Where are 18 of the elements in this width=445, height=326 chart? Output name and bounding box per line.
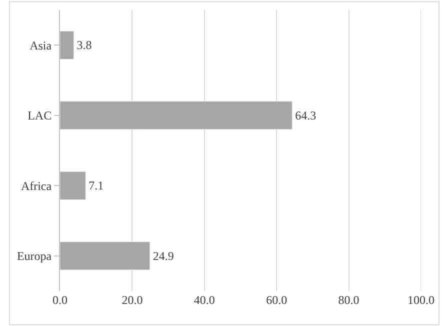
x-tick-label: 60.0 bbox=[266, 293, 288, 307]
data-label: 24.9 bbox=[152, 248, 174, 263]
x-tick-label: 20.0 bbox=[122, 293, 143, 307]
x-tick-label: 80.0 bbox=[338, 293, 360, 307]
y-tick-label: Africa bbox=[20, 178, 52, 193]
x-tick-label: 40.0 bbox=[194, 293, 215, 307]
y-tick-label: LAC bbox=[28, 108, 52, 123]
y-tick-label: Europa bbox=[16, 249, 52, 264]
y-tick-label: Asia bbox=[30, 38, 52, 52]
data-label: 64.3 bbox=[295, 108, 316, 122]
bar bbox=[60, 171, 86, 200]
x-tick-label: 0.0 bbox=[52, 293, 68, 307]
data-label: 7.1 bbox=[88, 178, 104, 193]
x-tick-label: 100.0 bbox=[408, 293, 434, 307]
data-label: 3.8 bbox=[76, 38, 92, 52]
bar bbox=[60, 101, 292, 130]
bar bbox=[60, 242, 150, 270]
bar bbox=[60, 30, 74, 60]
